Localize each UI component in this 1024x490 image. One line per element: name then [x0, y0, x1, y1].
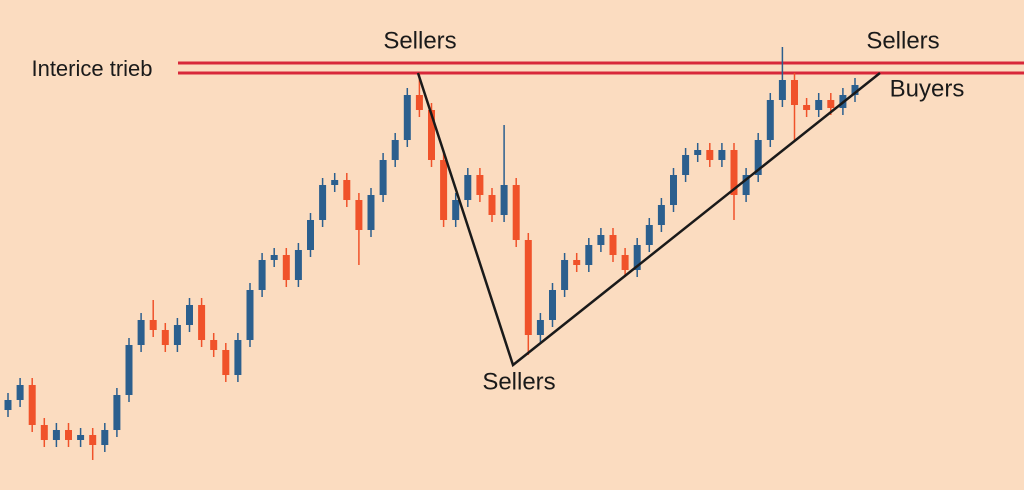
candle-body — [270, 255, 278, 260]
candle-body — [210, 340, 218, 350]
candle-body — [524, 240, 532, 335]
candle-body — [657, 205, 665, 225]
candle-body — [222, 350, 230, 375]
candle-body — [609, 235, 617, 255]
candle-body — [512, 185, 520, 240]
candle-body — [803, 105, 811, 110]
candle-body — [815, 100, 823, 110]
candle-body — [670, 175, 677, 205]
candle-body — [415, 95, 423, 110]
candle-body — [234, 340, 242, 375]
candle-body — [125, 345, 133, 395]
candle-body — [682, 155, 690, 175]
candle-body — [101, 430, 109, 445]
candle-body — [186, 305, 193, 325]
annotation: Sellers — [482, 368, 555, 395]
candle-body — [282, 255, 290, 280]
candle-body — [198, 305, 206, 340]
candle-body — [28, 385, 36, 425]
candle-body — [500, 185, 508, 215]
candle-body — [464, 175, 472, 200]
candle-body — [633, 245, 641, 270]
candle-body — [766, 100, 774, 140]
candle-body — [403, 95, 411, 140]
candle-body — [730, 150, 738, 195]
candle-body — [585, 245, 593, 265]
pattern-line — [416, 72, 881, 368]
candle-body — [778, 80, 786, 100]
candle-body — [258, 260, 266, 290]
candle-body — [65, 430, 72, 440]
candle-body — [137, 320, 145, 345]
annotation: Interice trieb — [31, 56, 152, 81]
candle-body — [718, 150, 726, 160]
annotation: Sellers — [383, 27, 456, 54]
candle-body — [294, 250, 302, 280]
candle-body — [52, 430, 60, 440]
candle-body — [319, 185, 327, 220]
candle-body — [40, 425, 48, 440]
candle-body — [440, 160, 448, 220]
candle-body — [113, 395, 121, 430]
candle-body — [851, 85, 859, 95]
candle-body — [561, 260, 569, 290]
candle-body — [77, 435, 85, 440]
candle-body — [621, 255, 629, 270]
candle-body — [379, 160, 387, 195]
annotation: Buyers — [890, 75, 965, 102]
candle-body — [754, 140, 762, 175]
candle-body — [549, 290, 556, 320]
candle-body — [4, 400, 12, 410]
candle-body — [89, 435, 97, 445]
candle-body — [536, 320, 544, 335]
candle-body — [161, 330, 169, 345]
candle-body — [428, 110, 435, 160]
candle-body — [476, 175, 484, 195]
candles — [4, 47, 859, 460]
candle-body — [573, 260, 581, 265]
candle-body — [307, 220, 314, 250]
annotation: Sellers — [866, 27, 939, 54]
candle-body — [355, 200, 363, 230]
candle-body — [694, 150, 702, 155]
candle-body — [331, 180, 339, 185]
candle-body — [173, 325, 181, 345]
candle-body — [645, 225, 653, 245]
candle-body — [391, 140, 399, 160]
candle-body — [367, 195, 375, 230]
candle-body — [827, 100, 835, 108]
candle-body — [742, 175, 750, 195]
candle-body — [452, 200, 460, 220]
candle-body — [16, 385, 24, 400]
candle-body — [488, 195, 496, 215]
candle-body — [791, 80, 798, 105]
candle-body — [343, 180, 351, 200]
candle-body — [597, 235, 605, 245]
candle-body — [149, 320, 157, 330]
candle-body — [706, 150, 714, 160]
candle-body — [246, 290, 254, 340]
